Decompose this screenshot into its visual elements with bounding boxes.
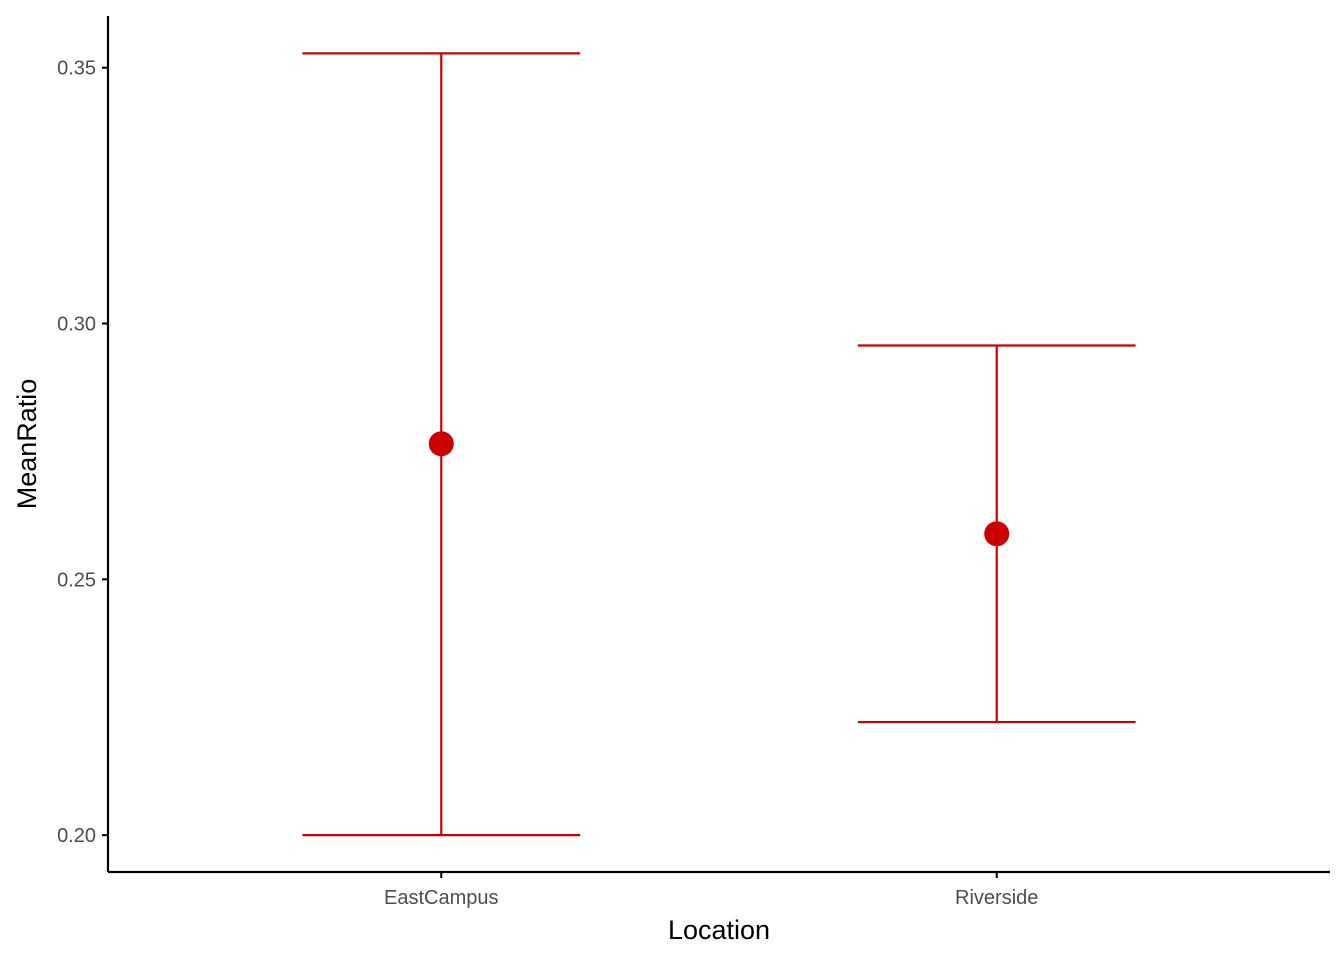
chart-marks (302, 52, 1136, 837)
error-bar-group (857, 344, 1136, 724)
x-axis-ticks: EastCampus Riverside (384, 872, 1038, 909)
y-tick-label: 0.30 (57, 314, 96, 336)
mean-point (428, 431, 454, 457)
y-axis-title: MeanRatio (12, 379, 42, 510)
mean-point (984, 521, 1010, 547)
error-bar-group (302, 52, 581, 837)
y-tick-label: 0.35 (57, 58, 96, 80)
x-axis-title: Location (668, 915, 770, 945)
y-tick-label: 0.20 (57, 825, 96, 847)
y-axis-ticks: 0.20 0.25 0.30 0.35 (57, 58, 108, 847)
x-tick-label: Riverside (955, 887, 1038, 909)
x-tick-label: EastCampus (384, 887, 499, 909)
y-tick-label: 0.25 (57, 569, 96, 591)
